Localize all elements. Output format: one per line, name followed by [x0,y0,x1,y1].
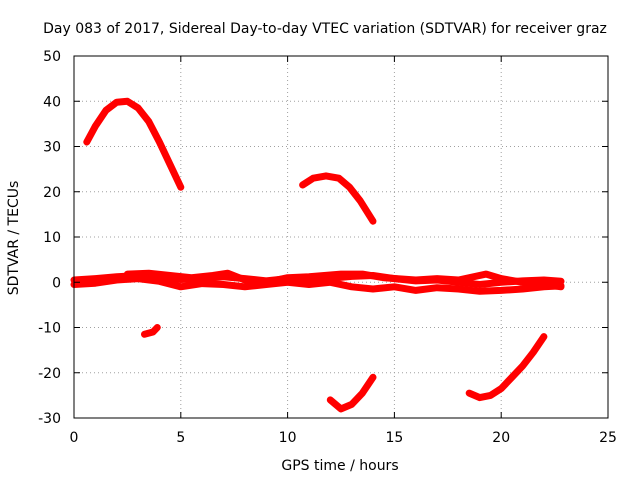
chart-title: Day 083 of 2017, Sidereal Day-to-day VTE… [43,21,607,37]
series-arc-4 [465,333,548,402]
series-arc-5 [141,324,161,338]
y-tick-label: -20 [38,366,61,382]
series-arc-2 [299,172,377,225]
series-near-zero-c [123,269,565,291]
y-tick-label: 40 [43,94,61,110]
y-tick-label: 30 [43,140,61,156]
axis-ticks: 0 5 10 15 20 25 -30 -20 -10 0 10 20 30 40 50 [38,49,617,446]
y-tick-label: -30 [38,411,61,427]
y-tick-label: 20 [43,185,61,201]
x-tick-label: 0 [70,430,79,446]
series-near-zero-b [70,275,565,295]
y-tick-label: -10 [38,321,61,337]
x-axis-label: GPS time / hours [281,458,398,474]
x-tick-label: 10 [279,430,297,446]
x-tick-label: 5 [176,430,185,446]
y-axis-label: SDTVAR / TECUs [6,181,22,296]
series-arc-3 [326,373,377,413]
x-tick-label: 20 [492,430,510,446]
y-tick-label: 10 [43,230,61,246]
data-series [70,97,565,413]
series-arc-1 [83,97,185,191]
x-tick-label: 25 [599,430,617,446]
y-tick-label: 0 [52,275,61,291]
x-tick-label: 15 [385,430,403,446]
y-tick-label: 50 [43,49,61,65]
